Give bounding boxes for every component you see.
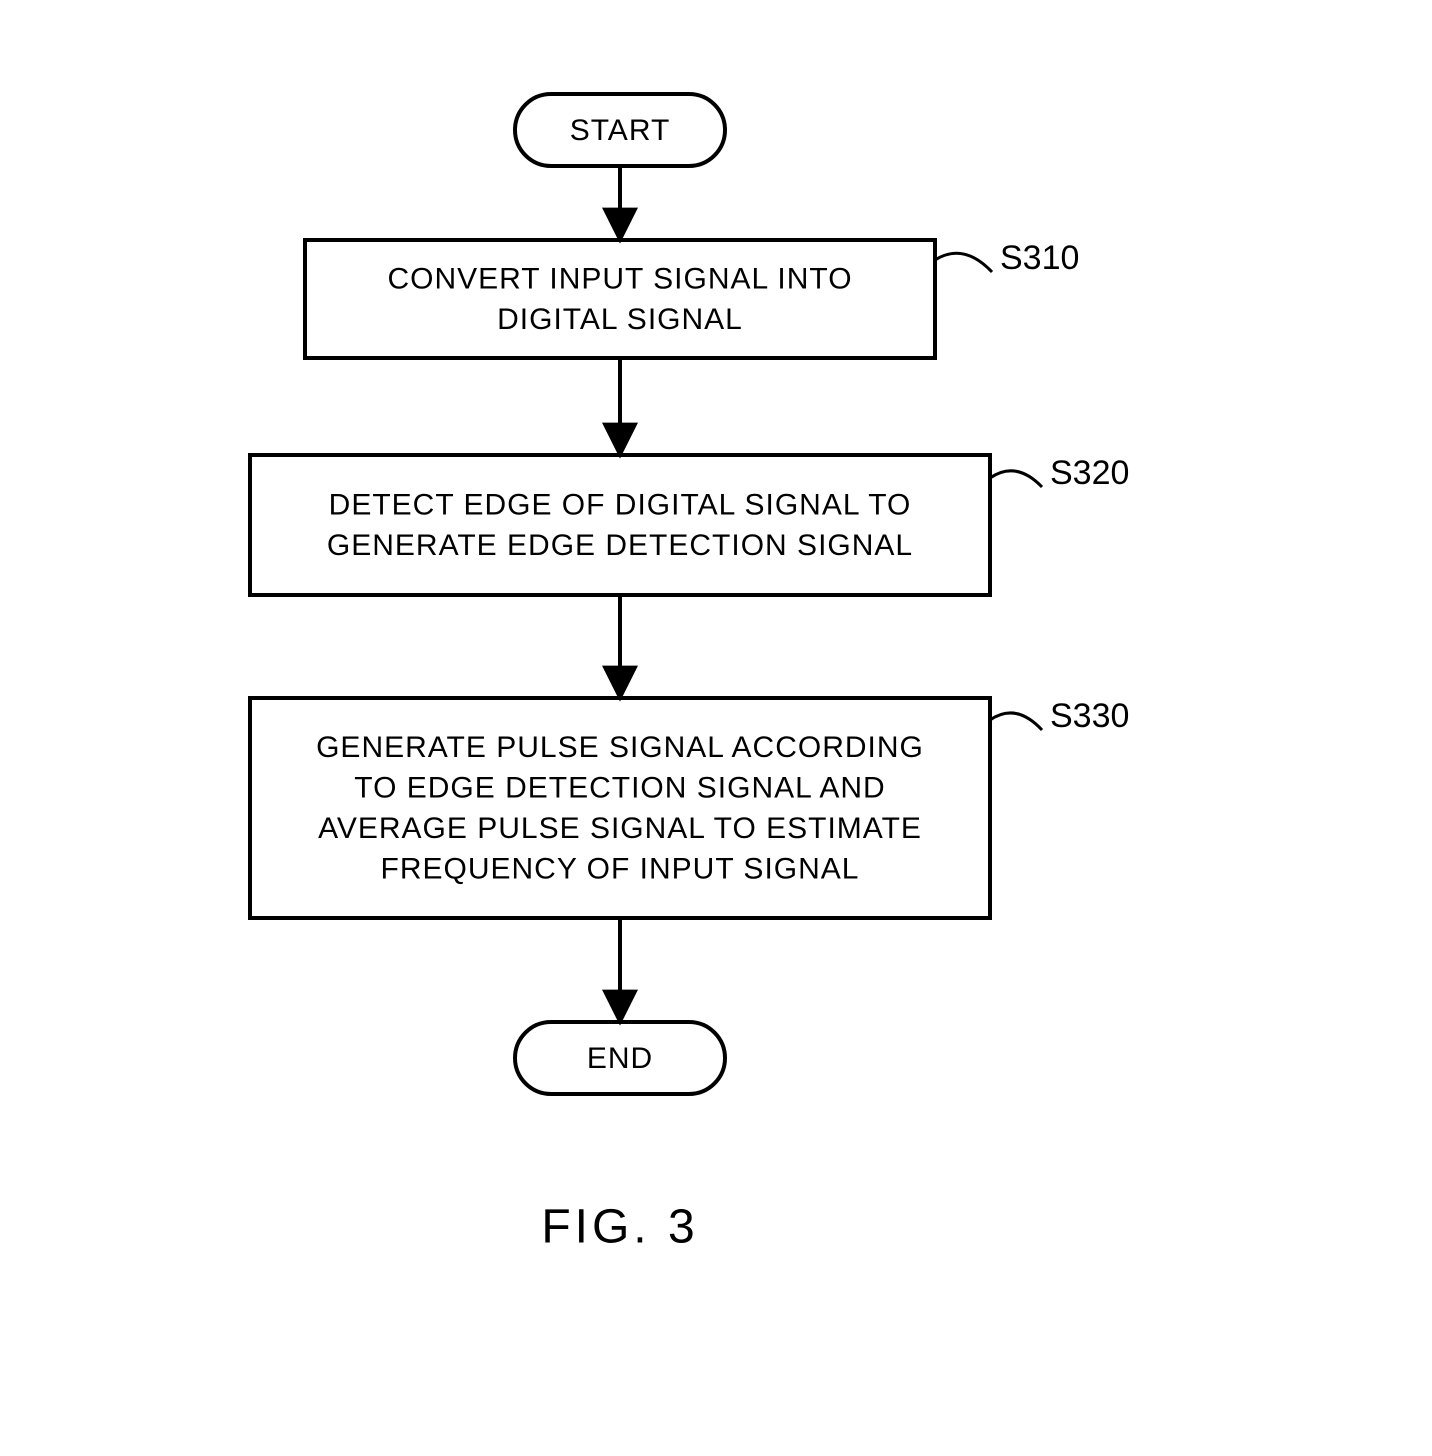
process-s320-line-1: GENERATE EDGE DETECTION SIGNAL [327, 529, 913, 562]
step-label-s320: S320 [1050, 454, 1129, 492]
process-s330-line-1: TO EDGE DETECTION SIGNAL AND [354, 772, 885, 805]
process-s310-line-0: CONVERT INPUT SIGNAL INTO [387, 263, 852, 296]
process-s330: GENERATE PULSE SIGNAL ACCORDING TO EDGE D… [250, 697, 1129, 918]
end-terminator: END [515, 1022, 725, 1094]
start-terminator-label: START [570, 114, 671, 147]
figure-caption: FIG. 3 [541, 1201, 698, 1254]
step-label-s310: S310 [1000, 239, 1079, 277]
process-s330-line-2: AVERAGE PULSE SIGNAL TO ESTIMATE [318, 812, 922, 845]
end-terminator-label: END [587, 1042, 653, 1075]
process-s330-line-0: GENERATE PULSE SIGNAL ACCORDING [316, 731, 924, 764]
flowchart-canvas: START CONVERT INPUT SIGNAL INTO DIGITAL SI… [0, 0, 1432, 1456]
process-s330-line-3: FREQUENCY OF INPUT SIGNAL [381, 853, 860, 886]
start-terminator: START [515, 94, 725, 166]
process-s310: CONVERT INPUT SIGNAL INTO DIGITAL SIGNAL S… [305, 239, 1079, 358]
step-label-s330: S330 [1050, 697, 1129, 735]
process-s320-line-0: DETECT EDGE OF DIGITAL SIGNAL TO [329, 489, 912, 522]
process-s320: DETECT EDGE OF DIGITAL SIGNAL TO GENERATE… [250, 454, 1129, 595]
process-s310-line-1: DIGITAL SIGNAL [497, 303, 743, 336]
